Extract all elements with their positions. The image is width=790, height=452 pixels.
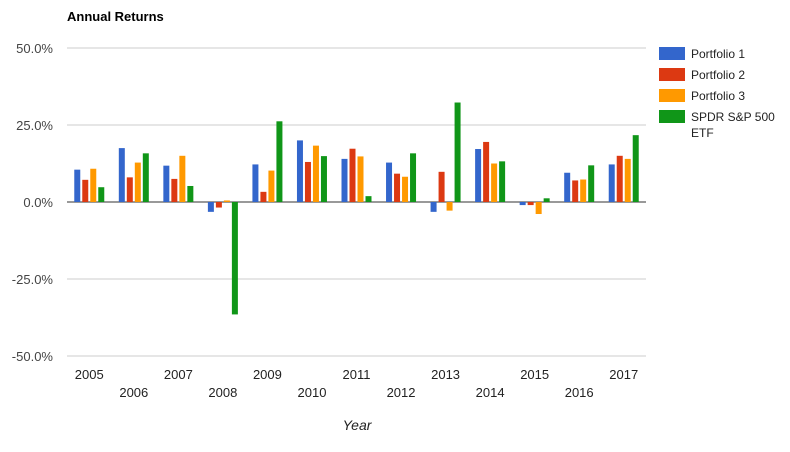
bar <box>142 153 149 202</box>
bar <box>82 179 89 202</box>
bar <box>430 202 437 212</box>
bar <box>341 158 348 202</box>
bar <box>394 173 401 202</box>
legend-item: SPDR S&P 500 ETF <box>659 110 775 140</box>
legend-swatch <box>659 110 685 123</box>
chart-title: Annual Returns <box>67 9 164 24</box>
bar <box>632 135 639 202</box>
bar <box>475 149 482 202</box>
bar <box>564 172 571 202</box>
x-tick-label: 2006 <box>119 385 148 400</box>
bar <box>223 200 230 202</box>
bar <box>357 156 364 202</box>
bar <box>268 170 275 202</box>
bar <box>349 148 356 202</box>
x-tick-label: 2014 <box>476 385 505 400</box>
x-tick-label: 2015 <box>520 367 549 382</box>
bar <box>608 164 615 202</box>
bar <box>446 202 453 211</box>
bar <box>320 156 327 202</box>
legend-item: Portfolio 2 <box>659 68 745 82</box>
x-tick-label: 2017 <box>609 367 638 382</box>
bar <box>171 178 178 202</box>
legend-label: ETF <box>691 126 714 140</box>
bar <box>90 168 97 202</box>
x-tick-label: 2008 <box>208 385 237 400</box>
x-tick-label: 2005 <box>75 367 104 382</box>
bar <box>402 176 409 202</box>
bar <box>365 196 372 202</box>
x-tick-label: 2016 <box>565 385 594 400</box>
legend: Portfolio 1 Portfolio 2 Portfolio 3 SPDR S&… <box>659 47 775 140</box>
gridlines <box>67 47 646 357</box>
x-axis-ticks: 2005 2006 2007 2008 2009 2010 2011 2012 2013 2014… <box>75 367 638 400</box>
bar <box>386 162 393 202</box>
bar <box>118 148 125 202</box>
bar <box>580 179 587 202</box>
bar <box>527 202 534 206</box>
bar <box>312 145 319 202</box>
bar <box>215 202 222 208</box>
legend-item: Portfolio 3 <box>659 89 745 103</box>
y-axis-ticks: 50.0% 25.0% 0.0% -25.0% -50.0% <box>12 41 54 364</box>
bar <box>410 153 417 202</box>
legend-label: Portfolio 1 <box>691 47 745 61</box>
x-tick-label: 2012 <box>387 385 416 400</box>
bar <box>74 169 81 202</box>
bar <box>98 187 105 202</box>
legend-label: Portfolio 3 <box>691 89 745 103</box>
bar <box>519 202 526 206</box>
y-tick-label: 50.0% <box>16 41 53 56</box>
bar <box>179 155 186 202</box>
legend-swatch <box>659 68 685 81</box>
x-tick-label: 2009 <box>253 367 282 382</box>
bar <box>187 185 194 202</box>
bar <box>276 121 283 202</box>
x-tick-label: 2013 <box>431 367 460 382</box>
y-tick-label: 0.0% <box>23 195 53 210</box>
y-tick-label: 25.0% <box>16 118 53 133</box>
bar <box>163 165 170 202</box>
bar <box>438 171 445 202</box>
bar <box>616 155 623 202</box>
x-tick-label: 2011 <box>343 367 371 382</box>
bar <box>483 141 490 202</box>
legend-label: SPDR S&P 500 <box>691 110 775 124</box>
bar <box>588 165 595 202</box>
bar <box>499 161 506 202</box>
bar <box>624 158 631 202</box>
bar <box>543 198 550 202</box>
bar <box>296 140 303 202</box>
legend-swatch <box>659 47 685 60</box>
bar <box>252 164 259 202</box>
y-tick-label: -25.0% <box>12 272 54 287</box>
bar <box>304 161 311 202</box>
bar <box>535 202 542 215</box>
legend-swatch <box>659 89 685 102</box>
legend-item: Portfolio 1 <box>659 47 745 61</box>
bars <box>74 102 639 315</box>
legend-label: Portfolio 2 <box>691 68 745 82</box>
x-axis-title: Year <box>343 417 373 433</box>
x-tick-label: 2007 <box>164 367 193 382</box>
x-tick-label: 2010 <box>298 385 327 400</box>
bar <box>126 177 133 202</box>
bar <box>134 162 141 202</box>
bar <box>491 163 498 202</box>
bar <box>454 102 461 202</box>
bar <box>207 202 214 212</box>
bar <box>572 180 579 202</box>
bar <box>231 202 238 315</box>
bar <box>260 191 267 202</box>
y-tick-label: -50.0% <box>12 349 54 364</box>
